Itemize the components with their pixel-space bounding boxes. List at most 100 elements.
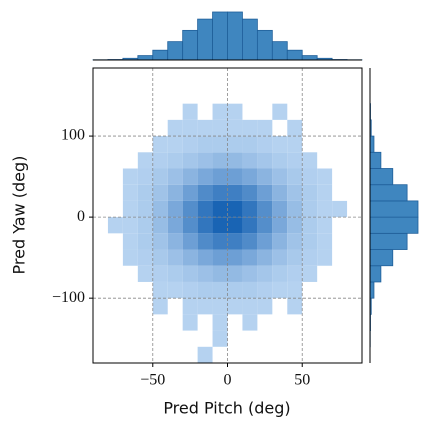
hist-cell [122,200,138,218]
hist-cell [272,217,288,234]
hist-cell [197,200,213,218]
hist-cell [227,298,243,315]
hist-cell [197,168,213,185]
x-tick-label: −50 [140,372,165,389]
hist-cell [287,136,303,153]
x-tick-label: 0 [224,372,232,389]
hist-cell [332,200,348,218]
hist-cell [227,152,243,169]
hist-cell [152,184,168,201]
x-marginal-bar [182,29,199,61]
hist-cell [182,184,198,201]
y-marginal-bar [369,281,375,299]
x-marginal-bar [242,18,258,61]
hist-cell [317,184,333,201]
hist-cell [257,152,273,169]
hist-cell [287,200,303,218]
x-marginal-bar [197,18,213,61]
hist-cell [152,152,168,169]
hist-cell [212,119,228,137]
hist-cell [137,233,153,250]
y-tick-label: 100 [61,127,85,144]
hist-cell [182,265,198,282]
hist-cell [317,200,333,218]
hist-cell [167,233,183,250]
hist-cell [242,168,258,185]
hist-cell [182,168,198,185]
hist-cell [317,168,333,185]
y-marginal-bar [369,135,375,153]
y-marginal-bar [369,216,419,234]
hist-cell [167,152,183,169]
hist-cell [137,168,153,185]
hist-cell [167,281,183,299]
hist-cell [302,249,318,266]
hist-cell [167,136,183,153]
hist-cell [197,217,213,234]
hist-cell [152,281,168,299]
y-marginal-bar [369,265,382,283]
hist-cell [122,233,138,250]
hist-cell [212,200,228,218]
hist-cell [212,265,228,282]
hist-cell [272,233,288,250]
hist-cell [197,346,213,363]
hist-cell [302,265,318,282]
hist-cell [137,200,153,218]
y-marginal-bar [369,232,408,250]
x-marginal-bar [212,11,228,61]
hist-cell [122,217,138,234]
hist-cell [302,233,318,250]
x-tick-label: 50 [294,372,310,389]
hist-cell [287,249,303,266]
hist-cell [152,200,168,218]
hist-cell [152,298,168,315]
hist-cell [272,200,288,218]
hist-cell [197,265,213,282]
y-axis-label: Pred Yaw (deg) [10,156,29,275]
hist-cell [167,249,183,266]
hist-cell [167,200,183,218]
hist-cell [182,152,198,169]
hist-cell [302,200,318,218]
hist-cell [197,184,213,201]
hist-cell [167,217,183,234]
hist-cell [212,314,228,331]
hist-cell [182,119,198,137]
hist-cell [302,184,318,201]
y-marginal-bar [369,200,419,218]
hist-cell [212,136,228,153]
hist-cell [272,184,288,201]
hist-cell [302,217,318,234]
hist-cell [212,330,228,347]
hist-cell [227,249,243,266]
hist-cell [152,233,168,250]
y-tick-label: −100 [52,289,85,306]
hist-cell [197,152,213,169]
hist-cell [302,168,318,185]
hist-cell [167,265,183,282]
hist-cell [212,298,228,315]
hist-cell [272,249,288,266]
hist-cell [137,217,153,234]
hist-cell [242,314,258,331]
hist-cell [137,152,153,169]
hist-cell [227,136,243,153]
hist-cell [257,184,273,201]
hist-cell [182,103,198,120]
hist-cell [212,152,228,169]
x-marginal-bar [301,55,318,61]
hist-cell [212,168,228,185]
hist-cell [272,265,288,282]
hist-cell [212,184,228,201]
hist-cell [287,298,303,315]
hist-cell [182,136,198,153]
hist-cell [152,136,168,153]
hist-cell [182,217,198,234]
hist-cell [242,184,258,201]
hist-cell [197,136,213,153]
hist-cell [137,265,153,282]
hist-cell [152,168,168,185]
y-marginal-bar [369,184,408,202]
hist-cell [182,200,198,218]
